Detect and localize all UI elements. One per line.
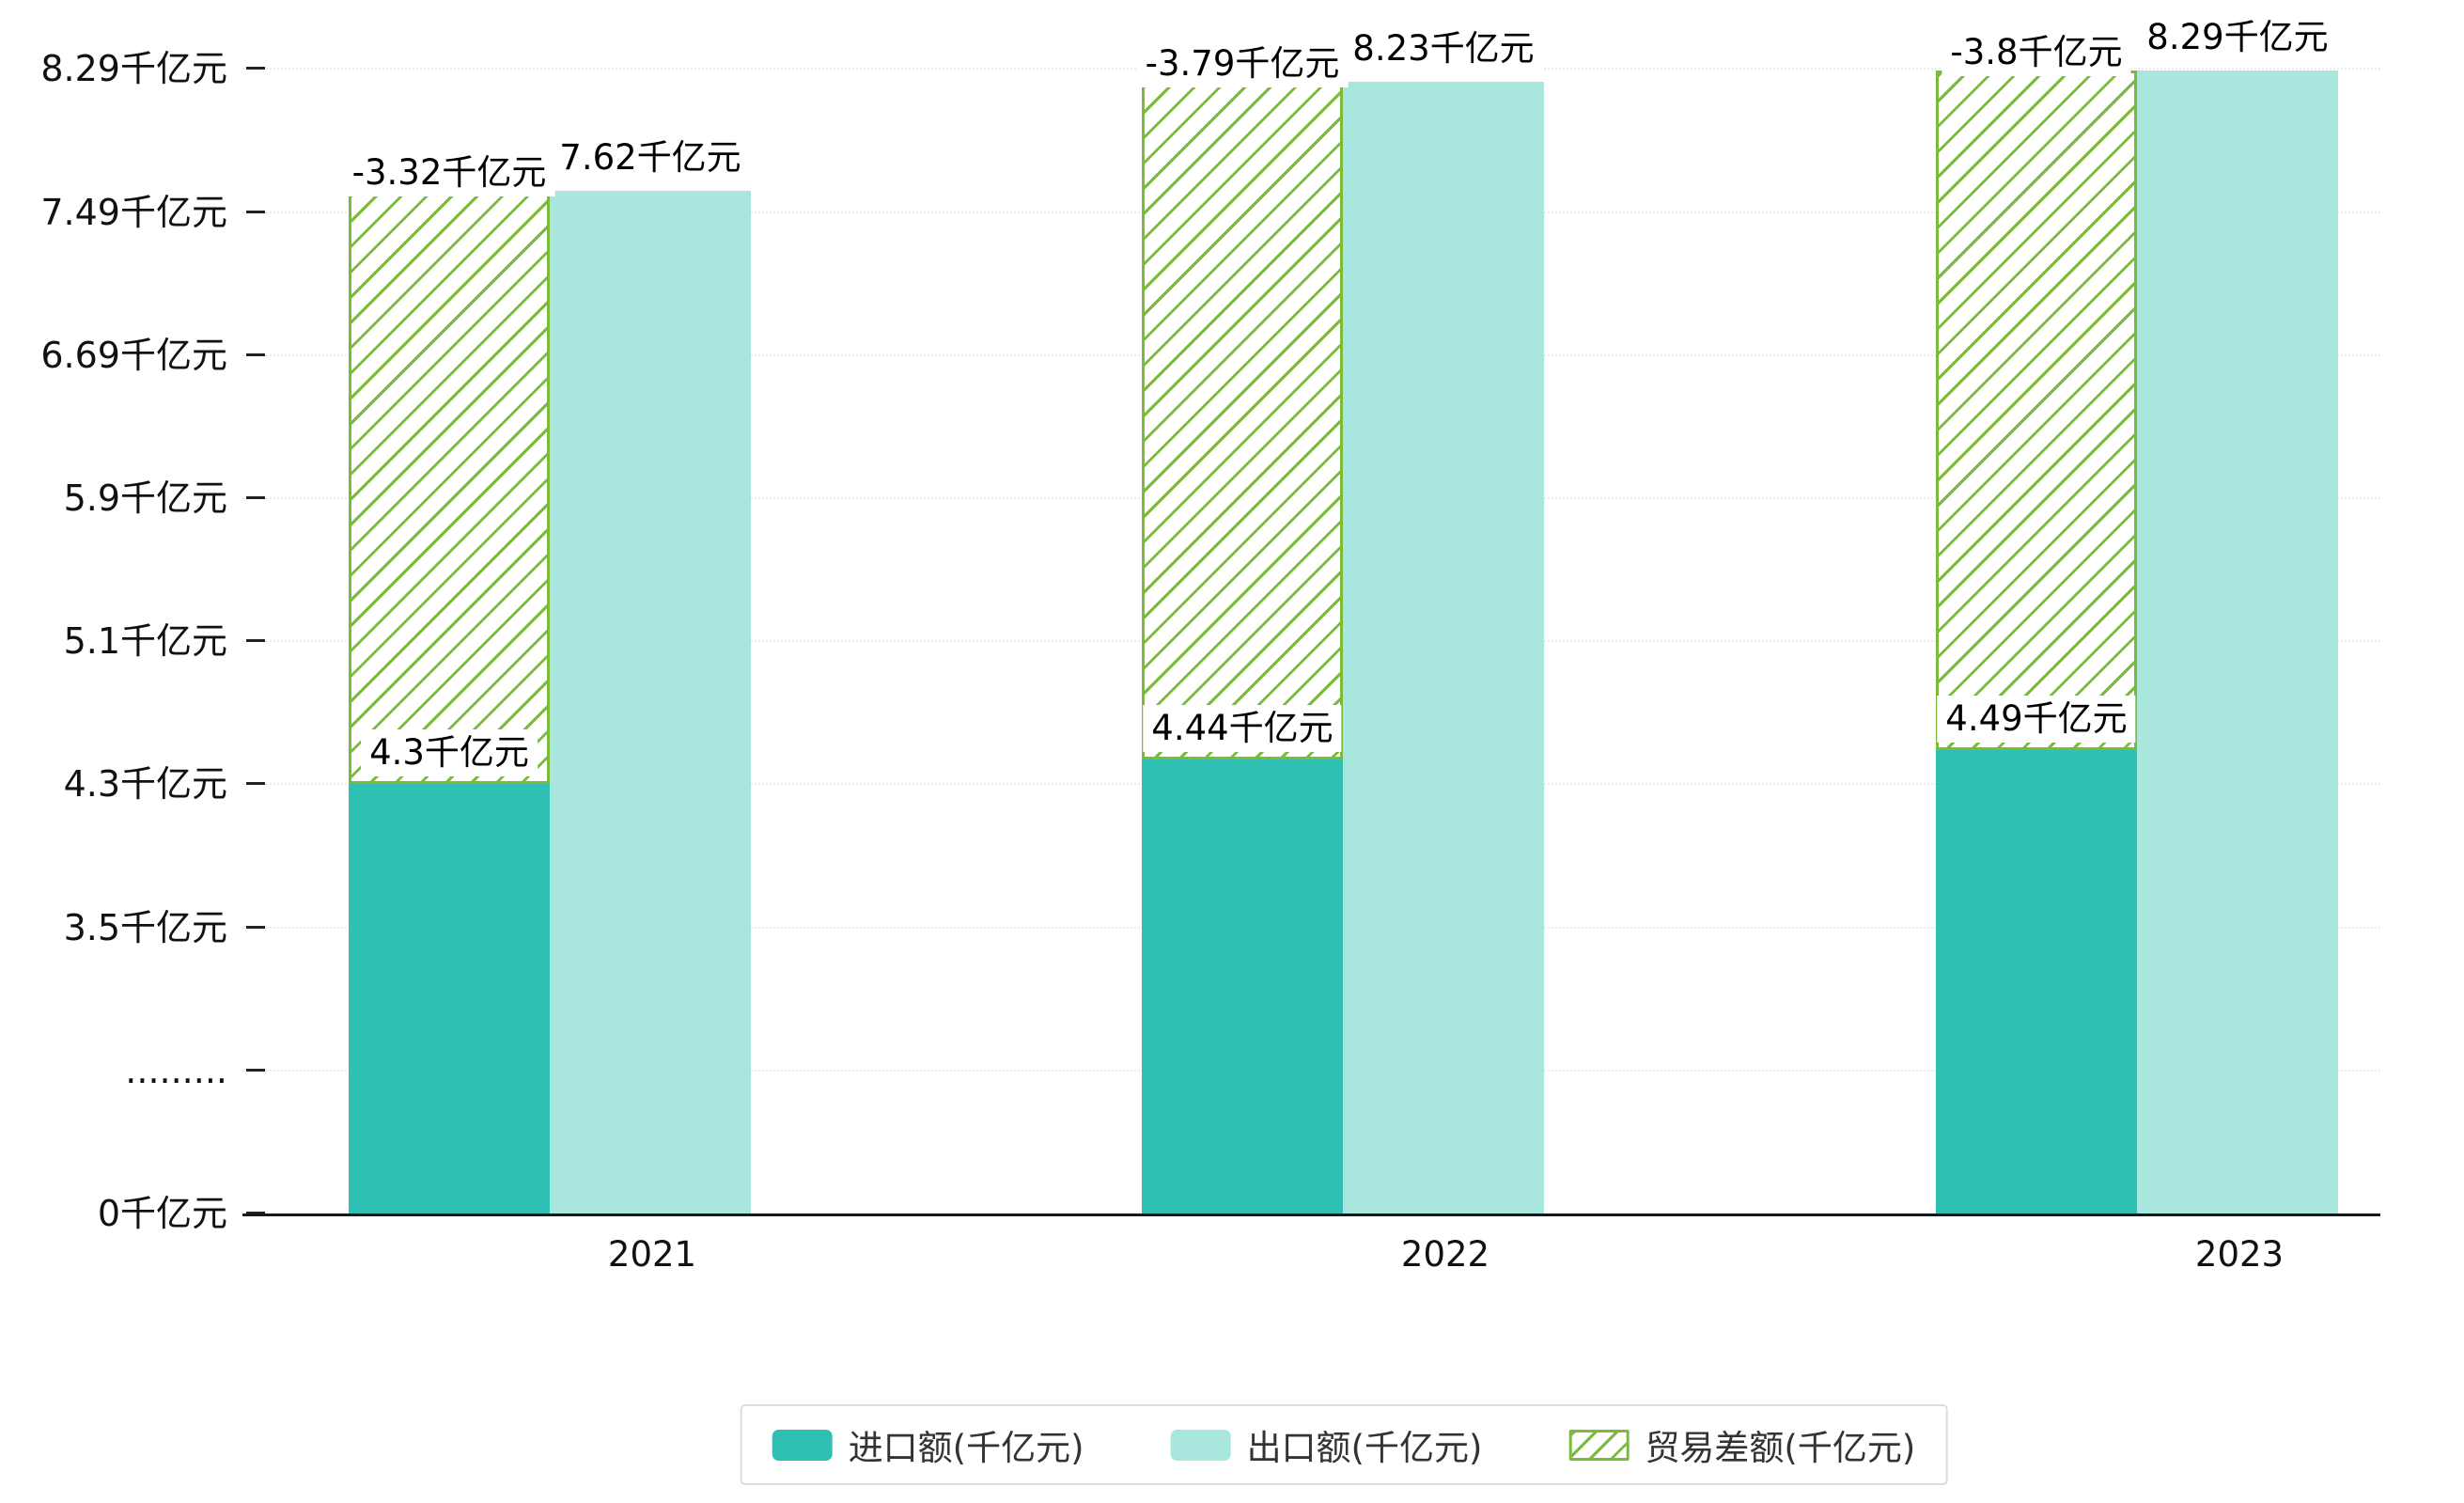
y-axis-tick-mark	[246, 782, 265, 786]
x-axis-line	[242, 1213, 2380, 1216]
bar-label-export-2023: 8.29千亿元	[2138, 14, 2337, 62]
bar-export-2021[interactable]	[550, 190, 751, 1213]
bar-trade-balance-2022[interactable]	[1142, 81, 1343, 759]
legend: 进口额(千亿元) 出口额(千亿元) 贸易差额(千亿元)	[740, 1404, 1948, 1485]
bar-label-export-2022: 8.23千亿元	[1344, 24, 1543, 72]
y-axis-tick-mark	[246, 1068, 265, 1072]
x-axis-label-2021: 2021	[607, 1234, 697, 1275]
legend-item-import[interactable]: 进口额(千亿元)	[772, 1419, 1084, 1470]
x-axis-label-2023: 2023	[2194, 1234, 2285, 1275]
y-axis-tick-mark	[246, 639, 265, 643]
y-axis-tick-label: 8.29千亿元	[40, 48, 227, 90]
y-axis-tick-mark	[246, 496, 265, 499]
bar-import-2022[interactable]	[1142, 759, 1343, 1213]
legend-item-trade-balance[interactable]: 贸易差额(千亿元)	[1568, 1419, 1915, 1470]
bar-label-import-2021: 4.3千亿元	[361, 729, 538, 777]
bar-import-2023[interactable]	[1936, 750, 2137, 1213]
bar-label-trade-balance-2022: -3.79千亿元	[1136, 39, 1349, 87]
y-axis-tick-mark	[246, 67, 265, 70]
legend-label-export: 出口额(千亿元)	[1246, 1428, 1483, 1468]
legend-swatch-export	[1170, 1429, 1231, 1461]
y-axis-tick-label: 7.49千亿元	[40, 191, 227, 233]
x-axis-label-2022: 2022	[1400, 1234, 1490, 1275]
y-axis-tick-label: 4.3千亿元	[63, 763, 227, 806]
bar-import-2021[interactable]	[349, 784, 550, 1213]
legend-swatch-trade-balance	[1568, 1429, 1630, 1461]
y-axis-tick-mark	[246, 210, 265, 213]
y-axis-tick-mark	[246, 1212, 265, 1214]
bar-label-import-2022: 4.44千亿元	[1143, 704, 1342, 752]
y-axis-tick-mark	[246, 925, 265, 929]
y-axis-tick-label: 5.9千亿元	[63, 478, 227, 519]
y-axis-tick-label: 5.1千亿元	[63, 620, 227, 663]
bar-label-trade-balance-2023: -3.8千亿元	[1942, 29, 2131, 77]
legend-label-trade-balance: 贸易差额(千亿元)	[1645, 1428, 1916, 1468]
legend-label-import: 进口额(千亿元)	[848, 1428, 1084, 1468]
bar-trade-balance-2023[interactable]	[1936, 70, 2137, 751]
bar-label-export-2021: 7.62千亿元	[551, 133, 750, 181]
legend-swatch-import	[772, 1429, 833, 1461]
y-axis-tick-label: .........	[125, 1049, 227, 1091]
bar-export-2023[interactable]	[2137, 70, 2338, 1213]
bar-export-2022[interactable]	[1343, 81, 1544, 1213]
y-axis-tick-label: 3.5千亿元	[63, 906, 227, 948]
y-axis-tick-label: 0千亿元	[97, 1193, 227, 1234]
bar-label-trade-balance-2021: -3.32千亿元	[343, 149, 555, 196]
y-axis-tick-mark	[246, 352, 265, 356]
legend-item-export[interactable]: 出口额(千亿元)	[1170, 1419, 1483, 1470]
bar-label-import-2023: 4.49千亿元	[1937, 696, 2136, 744]
bar-trade-balance-2021[interactable]	[349, 190, 550, 785]
y-axis-tick-label: 6.69千亿元	[40, 334, 227, 376]
